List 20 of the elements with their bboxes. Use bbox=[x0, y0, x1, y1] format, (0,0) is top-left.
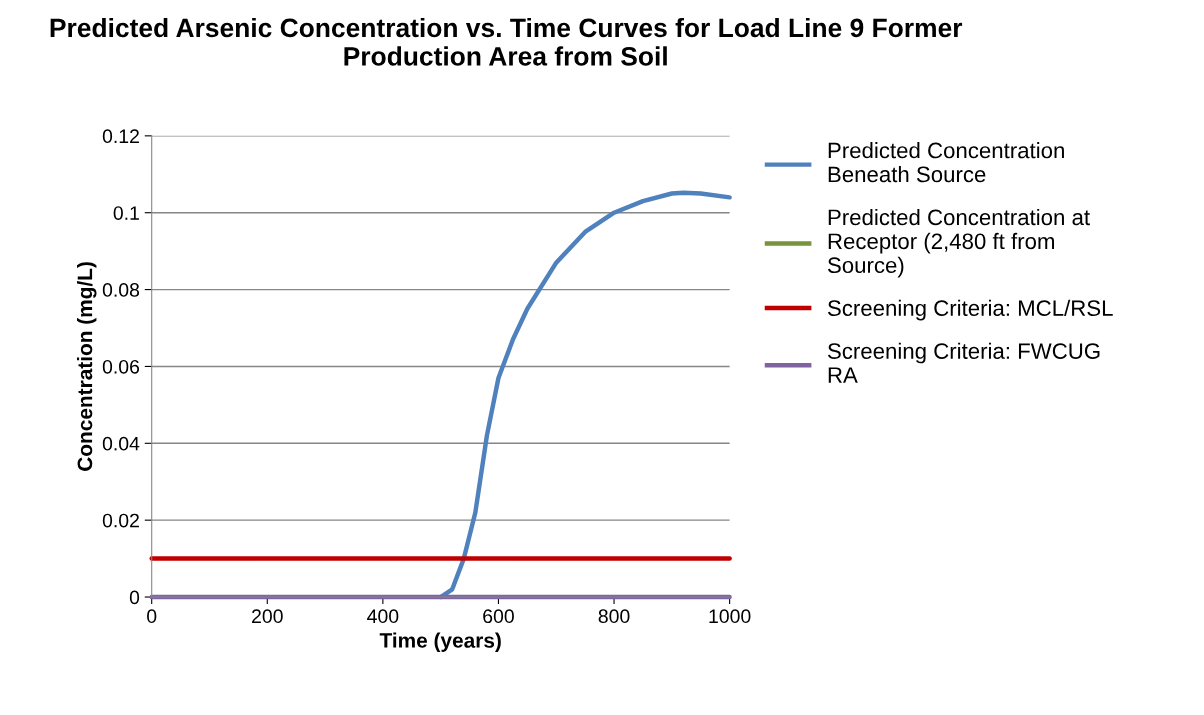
legend-label: Predicted Concentration at Receptor (2,480 ft from Source) bbox=[827, 208, 1090, 278]
y-axis-title: Concentration (mg/L) bbox=[76, 262, 97, 471]
x-tick-label: 400 bbox=[367, 609, 399, 624]
y-tick-label: 0.12 bbox=[102, 129, 139, 144]
chart-title: Predicted Arsenic Concentration vs. Time Curves for Load Line 9 Former Production Area from Soil bbox=[50, 17, 963, 66]
x-tick-label: 600 bbox=[483, 609, 514, 624]
x-tick-label: 200 bbox=[252, 609, 283, 624]
x-tick-label: 0 bbox=[147, 609, 157, 624]
y-tick-label: 0.06 bbox=[102, 359, 140, 374]
y-tick-label: 0.02 bbox=[102, 513, 139, 528]
legend-label: Predicted Concentration Beneath Source bbox=[828, 142, 1064, 183]
y-tick-label: 0.1 bbox=[113, 206, 139, 220]
x-tick-label: 1000 bbox=[709, 609, 751, 624]
legend-label: Screening Criteria: FWCUG RA bbox=[827, 342, 1100, 383]
y-tick-label: 0 bbox=[129, 590, 140, 605]
legend-label: Screening Criteria: MCL/RSL bbox=[827, 299, 1113, 321]
y-tick-label: 0.08 bbox=[102, 283, 140, 297]
y-tick-label: 0.04 bbox=[102, 436, 140, 451]
x-axis-title: Time (years) bbox=[379, 632, 501, 652]
x-tick-label: 800 bbox=[598, 609, 630, 624]
